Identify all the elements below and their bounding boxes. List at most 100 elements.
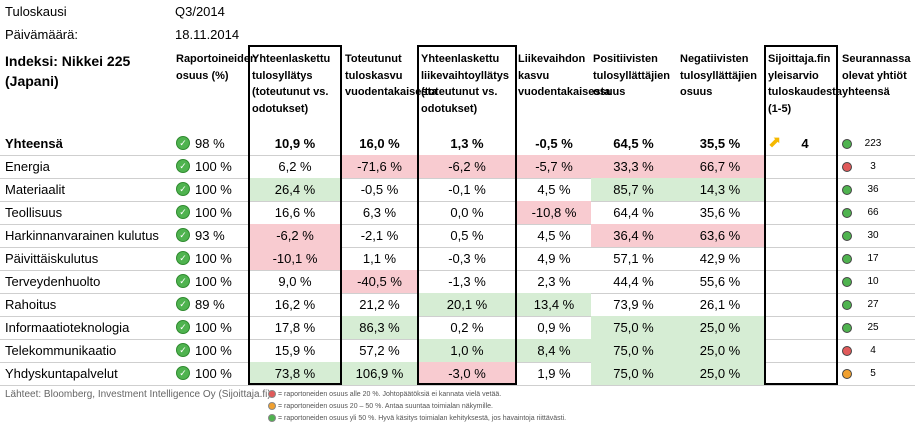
- check-icon: ✓: [176, 343, 190, 357]
- check-icon: ✓: [176, 366, 190, 380]
- table-row: Yhdyskuntapalvelut ✓ 100 % 73,8 % 106,9 % -3,…: [0, 362, 915, 385]
- total-row: Yhteensä ✓ 98 % 10,9 % 16,0 % 1,3 % -0,5 % 64,5…: [0, 132, 915, 155]
- check-icon: ✓: [176, 251, 190, 265]
- followed-count: 30: [867, 230, 879, 241]
- eps-growth-cell: 86,3 %: [342, 316, 417, 339]
- header-positive: Positiivisten tulosyllättäjien osuus: [593, 53, 671, 98]
- table-row: Materiaalit ✓ 100 % 26,4 % -0,5 % -0,1 % 4,5 %…: [0, 178, 915, 201]
- source-note: Lähteet: Bloomberg, Investment Intellige…: [5, 389, 271, 400]
- rev-surprise-cell: 1,0 %: [419, 339, 515, 362]
- row-divider: [0, 247, 915, 248]
- sector-name: Materiaalit: [5, 182, 65, 197]
- red-status-icon: [842, 346, 852, 356]
- green-status-icon: [842, 323, 852, 333]
- eps-surprise-cell: 17,8 %: [274, 320, 316, 335]
- rev-surprise-cell: 1,3 %: [450, 136, 484, 151]
- eps-growth-cell: 6,3 %: [362, 205, 397, 220]
- positive-cell: 64,4 %: [613, 205, 654, 220]
- eps-surprise-cell: 73,8 %: [250, 362, 340, 385]
- eps-growth-cell: -71,6 %: [342, 155, 417, 178]
- eps-growth-cell: 106,9 %: [342, 362, 417, 385]
- header-reported: Raportoineiden osuus (%): [176, 53, 257, 82]
- rev-growth-cell: -10,8 %: [517, 201, 591, 224]
- green-status-icon: [842, 208, 852, 218]
- positive-cell: 64,5 %: [613, 136, 654, 151]
- positive-cell: 85,7 %: [591, 178, 676, 201]
- rev-surprise-cell: -1,3 %: [448, 274, 486, 289]
- table-row: Telekommunikaatio ✓ 100 % 15,9 % 57,2 % 1,0 %…: [0, 339, 915, 362]
- eps-growth-cell: -0,5 %: [360, 182, 399, 197]
- header-rev-surprise: Yhteenlaskettu liikevaihtoyllätys (toteu…: [421, 53, 510, 115]
- rev-surprise-cell: 0,0 %: [450, 205, 484, 220]
- red-status-icon: [268, 390, 276, 398]
- green-status-icon: [842, 139, 852, 149]
- rev-surprise-cell: 20,1 %: [419, 293, 515, 316]
- orange-status-icon: [842, 369, 852, 379]
- legend-green: = raportoneiden osuus yli 50 %. Hyvä käs…: [268, 414, 566, 422]
- rev-growth-cell: -5,7 %: [517, 155, 591, 178]
- positive-cell: 44,4 %: [613, 274, 654, 289]
- rev-surprise-cell: 0,5 %: [450, 228, 484, 243]
- followed-count: 5: [870, 368, 876, 379]
- reported-cell: ✓ 100 %: [173, 316, 243, 339]
- reported-cell: ✓ 100 %: [173, 201, 243, 224]
- orange-status-icon: [268, 402, 276, 410]
- row-divider: [0, 270, 915, 271]
- sector-name: Informaatioteknologia: [5, 320, 130, 335]
- eps-surprise-cell: 9,0 %: [278, 274, 312, 289]
- eps-growth-cell: 21,2 %: [359, 297, 400, 312]
- rev-surprise-cell: 0,2 %: [450, 320, 484, 335]
- rev-growth-cell: 8,4 %: [517, 339, 591, 362]
- reported-cell: ✓ 100 %: [173, 270, 243, 293]
- sector-name: Rahoitus: [5, 297, 57, 312]
- rating-value: 4: [801, 136, 809, 151]
- table-row: Informaatioteknologia ✓ 100 % 17,8 % 86,3 % 0…: [0, 316, 915, 339]
- reported-cell: ✓ 100 %: [173, 339, 243, 362]
- positive-cell: 75,0 %: [591, 339, 676, 362]
- header-eps-growth: Toteutunut tuloskasvu vuodentakaisesta: [345, 53, 438, 98]
- reported-cell: ✓ 100 %: [173, 178, 243, 201]
- negative-cell: 14,3 %: [676, 178, 764, 201]
- rev-growth-cell: -0,5 %: [535, 136, 573, 151]
- sector-name: Teollisuus: [5, 205, 63, 220]
- reported-cell: ✓ 93 %: [173, 224, 243, 247]
- reported-cell: ✓ 100 %: [173, 155, 243, 178]
- eps-growth-cell: 16,0 %: [359, 136, 400, 151]
- header-rating: Sijoittaja.fin yleisarvio tuloskaudesta …: [768, 53, 842, 115]
- sector-name: Yhteensä: [5, 136, 63, 151]
- negative-cell: 26,1 %: [699, 297, 741, 312]
- reported-value: 89 %: [195, 297, 225, 312]
- followed-count: 223: [864, 138, 882, 149]
- reported-cell: ✓ 98 %: [173, 132, 243, 155]
- negative-cell: 55,6 %: [699, 274, 741, 289]
- eps-surprise-cell: 16,6 %: [274, 205, 316, 220]
- sector-name: Terveydenhuolto: [5, 274, 101, 289]
- negative-cell: 35,5 %: [699, 136, 741, 151]
- followed-count: 36: [867, 184, 879, 195]
- eps-surprise-cell: 16,2 %: [274, 297, 316, 312]
- rev-surprise-cell: -0,1 %: [448, 182, 486, 197]
- negative-cell: 25,0 %: [676, 339, 764, 362]
- row-divider: [0, 316, 915, 317]
- sector-name: Telekommunikaatio: [5, 343, 117, 358]
- eps-surprise-cell: -10,1 %: [250, 247, 340, 270]
- green-status-icon: [842, 300, 852, 310]
- rev-growth-cell: 4,5 %: [537, 228, 571, 243]
- followed-count: 17: [867, 253, 879, 264]
- check-icon: ✓: [176, 136, 190, 150]
- table-row: Teollisuus ✓ 100 % 16,6 % 6,3 % 0,0 % -10,8 % 6…: [0, 201, 915, 224]
- reported-value: 100 %: [195, 366, 232, 381]
- negative-cell: 35,6 %: [699, 205, 741, 220]
- rev-surprise-cell: -6,2 %: [419, 155, 515, 178]
- rev-growth-cell: 2,3 %: [537, 274, 571, 289]
- legend-red: = raportoneiden osuus alle 20 %. Johtopä…: [268, 390, 501, 398]
- check-icon: ✓: [176, 182, 190, 196]
- sector-name: Harkinnanvarainen kulutus: [5, 228, 159, 243]
- row-divider: [0, 224, 915, 225]
- reported-cell: ✓ 100 %: [173, 247, 243, 270]
- negative-cell: 25,0 %: [676, 316, 764, 339]
- check-icon: ✓: [176, 297, 190, 311]
- negative-cell: 42,9 %: [699, 251, 741, 266]
- rev-growth-cell: 0,9 %: [537, 320, 571, 335]
- negative-cell: 66,7 %: [676, 155, 764, 178]
